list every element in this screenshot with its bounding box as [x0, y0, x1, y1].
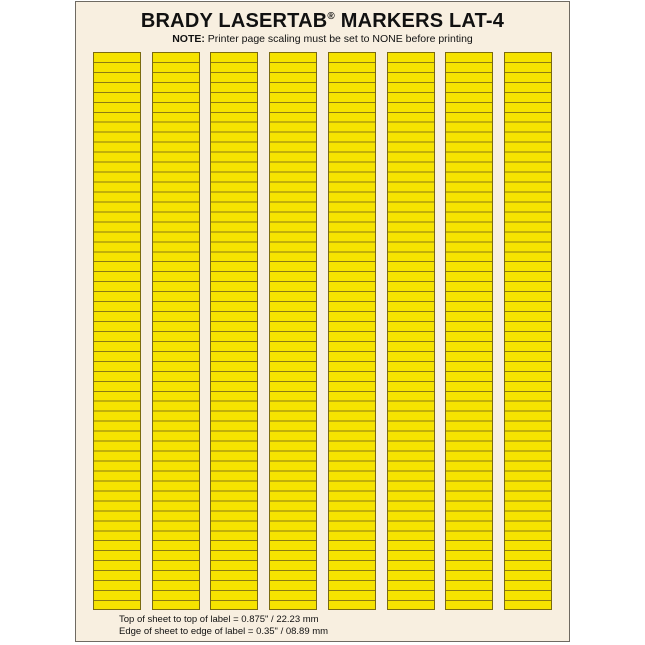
- label-column-1: [93, 52, 141, 610]
- label-sheet: BRADY LASERTAB® MARKERS LAT-4 NOTE: Prin…: [75, 1, 570, 642]
- label-column-6: [386, 52, 435, 610]
- label-column-3: [210, 52, 259, 610]
- label-column-7: [445, 52, 494, 610]
- printer-note: NOTE: Printer page scaling must be set t…: [76, 33, 569, 46]
- footer-edge-offset: Edge of sheet to edge of label = 0.35" /…: [119, 626, 329, 637]
- note-text: Printer page scaling must be set to NONE…: [204, 33, 473, 45]
- label-columns: [93, 52, 552, 610]
- title-tail: MARKERS LAT-4: [334, 10, 505, 32]
- label-column-4: [269, 52, 318, 610]
- registered-mark: ®: [327, 11, 335, 22]
- footer-top-offset: Top of sheet to top of label = 0.875" / …: [119, 614, 319, 625]
- label-column-2: [151, 52, 200, 610]
- sheet-title: BRADY LASERTAB® MARKERS LAT-4: [76, 10, 569, 32]
- note-label: NOTE:: [172, 33, 205, 45]
- label-column-8: [503, 52, 552, 610]
- title-main: BRADY LASERTAB: [140, 10, 328, 32]
- sheet-footer: Top of sheet to top of label = 0.875" / …: [119, 614, 328, 638]
- label-column-5: [327, 52, 376, 610]
